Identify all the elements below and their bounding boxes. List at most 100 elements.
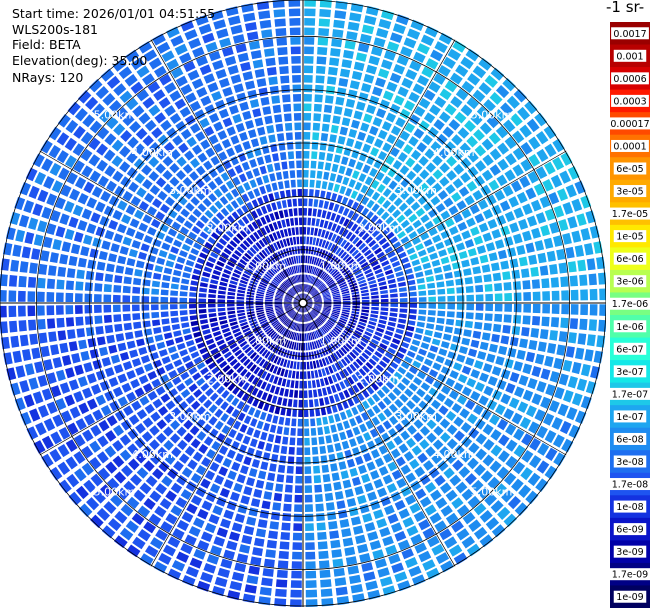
radar-gate [408, 285, 417, 291]
radar-gate [403, 208, 413, 218]
radar-gate [389, 361, 399, 370]
radar-gate [80, 246, 90, 257]
radar-gate [84, 305, 93, 314]
radar-gate [351, 212, 360, 222]
radar-gate [287, 199, 292, 208]
radar-gate [353, 110, 363, 120]
radar-gate [251, 387, 259, 396]
radar-gate [512, 164, 524, 177]
radar-gate [32, 203, 43, 217]
radar-gate [382, 227, 391, 236]
radar-gate [209, 392, 219, 402]
range-ring-label: 5.00km [471, 108, 513, 121]
radar-gate [346, 138, 355, 148]
radar-gate [474, 144, 487, 157]
radar-gate [229, 321, 238, 327]
radar-gate [398, 251, 407, 259]
radar-gate [378, 444, 388, 455]
radar-gate [291, 227, 296, 236]
radar-gate [218, 311, 226, 317]
radar-gate [231, 408, 240, 418]
radar-gate [64, 228, 75, 240]
radar-gate [242, 140, 251, 151]
radar-gate [318, 151, 326, 161]
radar-gate [383, 334, 392, 341]
radar-gate [358, 368, 367, 377]
radar-gate [308, 275, 312, 283]
radar-gate [288, 290, 295, 296]
radar-gate [43, 236, 53, 249]
radar-gate [41, 453, 54, 468]
radar-gate [525, 405, 537, 418]
radar-gate [311, 380, 317, 388]
radar-gate [119, 449, 132, 462]
radar-gate [358, 340, 367, 348]
radar-gate [223, 509, 234, 520]
radar-gate [240, 495, 250, 505]
radar-gate [291, 287, 297, 295]
radar-gate [289, 311, 296, 318]
radar-gate [203, 436, 214, 446]
radar-gate [46, 305, 55, 316]
radar-gate [371, 306, 379, 311]
radar-gate [577, 259, 587, 272]
radar-gate [378, 360, 388, 368]
radar-gate [150, 218, 161, 229]
radar-gate [502, 77, 516, 92]
radar-gate [519, 338, 529, 349]
radar-gate [415, 271, 424, 278]
radar-gate [440, 341, 450, 349]
radar-gate [284, 305, 292, 308]
radar-gate [391, 562, 404, 574]
radar-gate [219, 487, 230, 498]
radar-gate [356, 215, 364, 224]
radar-gate [205, 41, 218, 53]
radar-gate [236, 207, 245, 217]
range-ring-label: 2.00km [207, 372, 249, 385]
radar-gate [160, 203, 170, 214]
radar-gate [191, 274, 200, 281]
radar-gate [345, 167, 353, 177]
radar-gate [436, 281, 445, 288]
radar-gate [109, 400, 120, 412]
radar-gate [311, 310, 318, 317]
radar-gate [271, 95, 281, 104]
radar-gate [497, 506, 511, 520]
radar-gate [170, 283, 179, 290]
radar-gate [114, 323, 123, 332]
radar-gate [444, 272, 453, 280]
radar-gate [339, 370, 346, 379]
radar-gate [338, 226, 346, 236]
radar-gate [185, 92, 197, 104]
radar-gate [226, 355, 235, 363]
radar-gate [317, 228, 322, 237]
radar-gate [266, 539, 277, 549]
radar-gate [266, 393, 273, 403]
radar-gate [25, 167, 38, 182]
radar-gate [293, 390, 299, 398]
radar-gate [73, 125, 86, 139]
radar-gate [179, 52, 192, 64]
radar-gate [180, 128, 192, 140]
radar-gate [332, 245, 339, 254]
radar-gate [397, 152, 408, 163]
radar-gate [86, 497, 100, 511]
radar-gate [364, 222, 373, 231]
radar-gate [160, 119, 172, 132]
radar-gate [223, 268, 232, 275]
radar-gate [330, 212, 337, 222]
radar-gate [336, 277, 344, 283]
radar-gate [337, 135, 346, 145]
radar-gate [333, 203, 340, 213]
radar-gate [336, 194, 343, 204]
radar-gate [534, 353, 545, 365]
radar-gate [0, 274, 8, 287]
radar-gate [142, 214, 153, 224]
radar-gate [518, 256, 528, 267]
radar-gate [304, 314, 306, 322]
radar-gate [265, 293, 274, 297]
radar-gate [189, 315, 198, 321]
radar-gate [337, 321, 346, 327]
radar-gate [190, 280, 199, 286]
radar-gate [121, 214, 132, 225]
